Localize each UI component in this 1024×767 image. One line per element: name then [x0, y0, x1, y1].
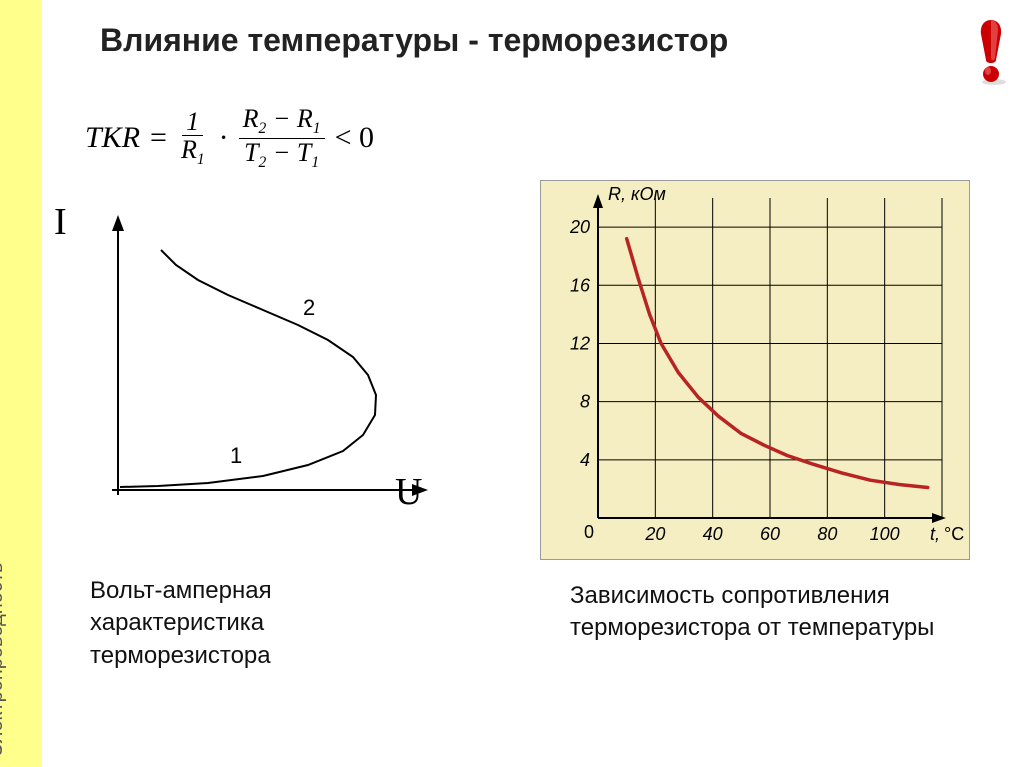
frac2-num: R2 − R1: [239, 105, 325, 139]
frac-1: 1 R1: [177, 108, 209, 169]
rt-caption: Зависимость сопротивления терморезистора…: [570, 580, 980, 645]
svg-text:R, кОм: R, кОм: [608, 184, 666, 204]
frac-2: R2 − R1 T2 − T1: [239, 105, 325, 171]
svg-text:20: 20: [644, 524, 665, 544]
sidebar-label: Электропроводность: [0, 563, 8, 757]
formula: TKR = 1 R1 · R2 − R1 T2 − T1 < 0: [85, 105, 374, 171]
svg-text:100: 100: [870, 524, 900, 544]
sidebar: Электропроводность: [0, 0, 42, 767]
svg-text:0: 0: [584, 522, 594, 542]
dot: ·: [219, 121, 229, 155]
formula-lhs: TKR: [85, 121, 140, 155]
equals: =: [150, 121, 167, 155]
vax-caption: Вольт-амперная характеристика терморезис…: [90, 575, 390, 672]
svg-text:t,: t,: [930, 524, 940, 544]
frac1-num: 1: [182, 108, 203, 136]
frac2-den: T2 − T1: [240, 139, 323, 172]
page-title: Влияние температуры - терморезистор: [100, 22, 728, 59]
svg-text:4: 4: [580, 450, 590, 470]
svg-text:40: 40: [703, 524, 723, 544]
rt-chart: 20 40 60 80 100 4 8 12 16 20 R, кОм t,°C 0: [540, 180, 970, 560]
formula-cmp: < 0: [335, 121, 374, 155]
svg-text:1: 1: [230, 443, 242, 468]
svg-text:60: 60: [760, 524, 780, 544]
svg-text:8: 8: [580, 392, 590, 412]
svg-text:12: 12: [570, 333, 590, 353]
frac1-den: R1: [177, 136, 209, 169]
vax-ylabel: I: [54, 200, 67, 244]
svg-text:2: 2: [303, 295, 315, 320]
vax-xlabel: U: [395, 470, 422, 514]
vax-chart: 12: [68, 215, 433, 525]
svg-text:80: 80: [817, 524, 837, 544]
svg-text:°C: °C: [944, 524, 964, 544]
exclamation-icon: [972, 16, 1010, 86]
svg-text:20: 20: [569, 217, 590, 237]
svg-text:16: 16: [570, 275, 591, 295]
